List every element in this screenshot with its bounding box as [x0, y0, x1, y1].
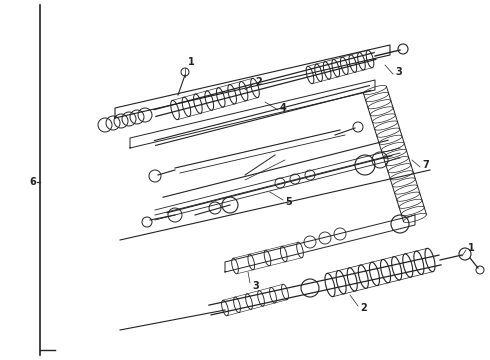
Text: 3: 3 — [252, 281, 259, 291]
Text: 6: 6 — [29, 177, 36, 187]
Text: 4: 4 — [280, 103, 287, 113]
Text: 2: 2 — [360, 303, 367, 313]
Text: 7: 7 — [422, 160, 429, 170]
Text: 2: 2 — [255, 77, 262, 87]
Text: 1: 1 — [468, 243, 475, 253]
Text: 1: 1 — [188, 57, 195, 67]
Text: 5: 5 — [285, 197, 292, 207]
Text: 3: 3 — [395, 67, 402, 77]
